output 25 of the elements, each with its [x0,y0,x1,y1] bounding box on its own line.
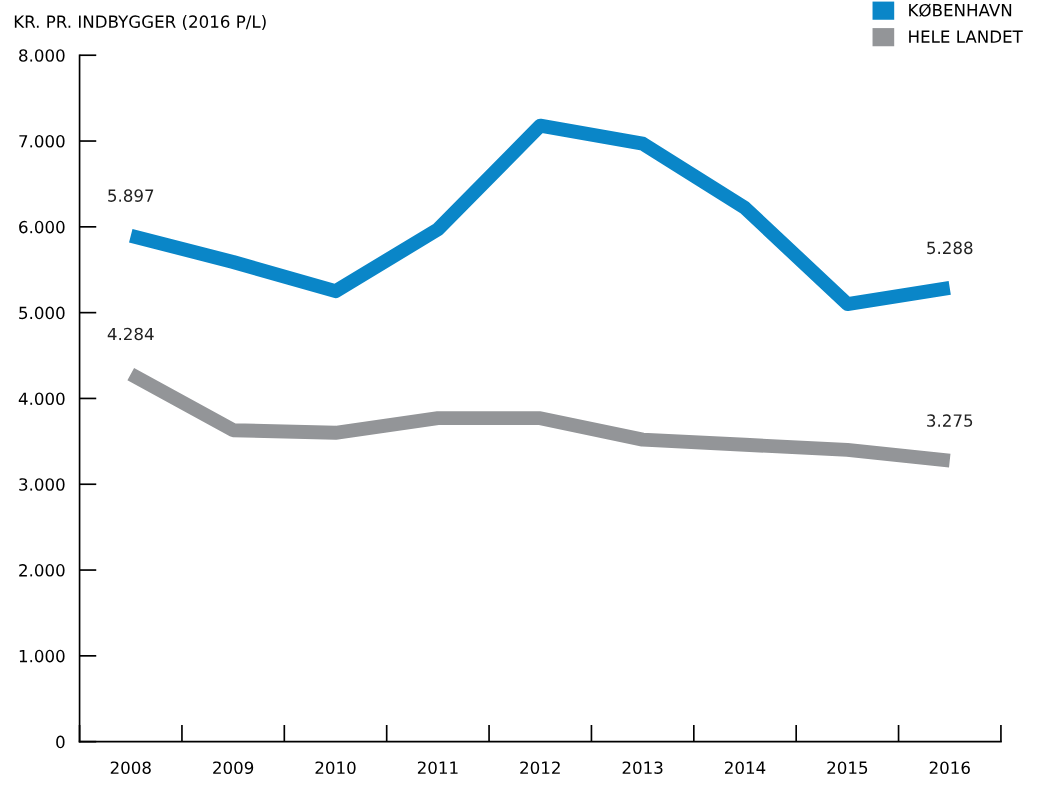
legend-label: HELE LANDET [909,30,1023,43]
legend-label: KØBENHAVN [909,3,1012,17]
x-tick-label: 2011 [417,761,458,775]
y-tick-label: 1.000 [19,649,65,663]
x-tick-label: 2013 [622,761,663,775]
data-label: 5.897 [108,189,154,202]
y-axis-title: KR. PR. INDBYGGER (2016 P/L) [14,15,266,30]
data-label: 5.288 [927,241,973,255]
y-tick-label: 4.000 [18,392,65,406]
y-tick-label: 2.000 [19,564,65,577]
data-label: 3.275 [927,414,973,427]
y-tick-label: 0 [56,735,65,749]
x-tick-label: 2014 [725,761,766,775]
x-tick-label: 2010 [315,761,356,775]
y-tick-label: 6.000 [19,220,65,234]
x-tick-label: 2012 [520,761,560,775]
x-tick-label: 2008 [110,761,151,775]
y-tick-label: 7.000 [19,135,65,148]
data-label: 4.284 [107,327,154,341]
y-tick-label: 8.000 [19,49,65,62]
x-tick-label: 2009 [213,761,254,775]
y-tick-label: 3.000 [19,478,65,491]
y-tick-label: 5.000 [19,306,65,320]
x-tick-label: 2016 [929,761,970,775]
x-tick-label: 2015 [827,761,868,775]
